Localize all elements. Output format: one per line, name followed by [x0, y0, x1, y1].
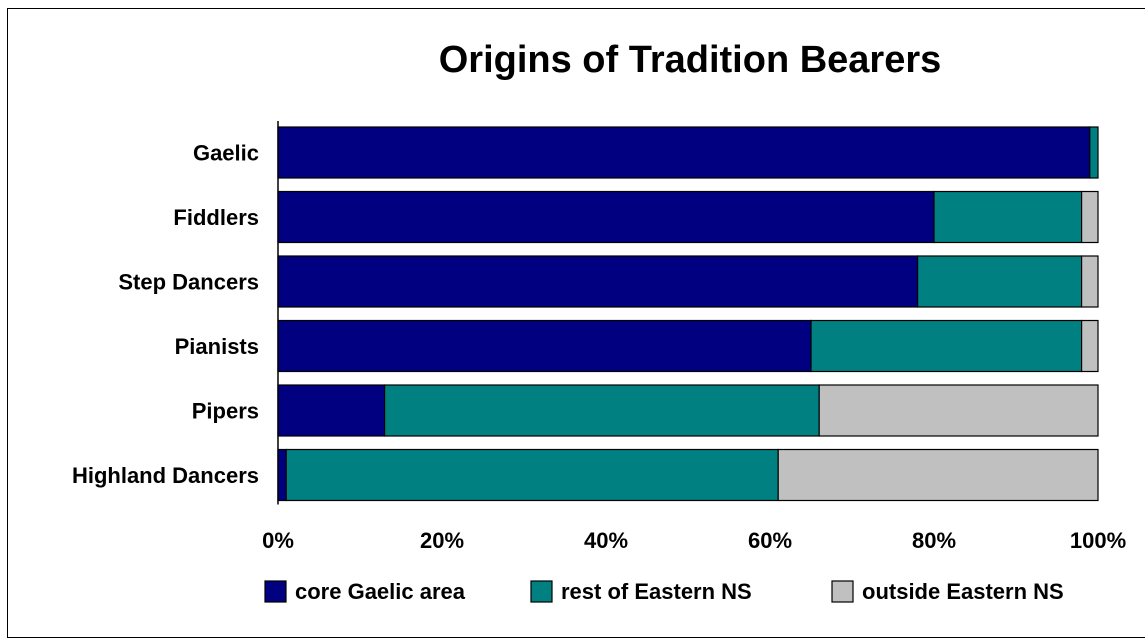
x-tick-label: 40% [584, 528, 628, 553]
category-label-pipers: Pipers [192, 399, 259, 424]
category-label-pianists: Pianists [175, 334, 259, 359]
bar-step-dancers-core-gaelic-area [277, 255, 919, 308]
bar-fiddlers-rest-of-eastern-ns [933, 190, 1083, 244]
legend-swatch-outside-eastern-ns [831, 580, 854, 603]
category-label-fiddlers: Fiddlers [173, 205, 259, 230]
x-tick-label: 100% [1070, 528, 1126, 553]
bar-pianists-rest-of-eastern-ns [810, 319, 1083, 373]
legend-label-rest-of-eastern-ns: rest of Eastern NS [561, 579, 752, 604]
bar-highland-dancers-core-gaelic-area [277, 448, 287, 502]
category-label-gaelic: Gaelic [193, 141, 259, 166]
bar-pipers-rest-of-eastern-ns [384, 384, 820, 437]
plot-area: Gaelic Fiddlers Step Dancers Pianists Pipers… [72, 121, 1126, 553]
x-tick-label: 20% [420, 528, 464, 553]
bar-highland-dancers-rest-of-eastern-ns [285, 448, 779, 502]
bar-pianists-outside-eastern-ns [1080, 319, 1099, 373]
legend-label-core-gaelic-area: core Gaelic area [295, 579, 466, 604]
chart-title: Origins of Tradition Bearers [439, 39, 942, 81]
bar-step-dancers-rest-of-eastern-ns [916, 255, 1083, 308]
bar-fiddlers-outside-eastern-ns [1080, 190, 1099, 244]
category-label-highland-dancers: Highland Dancers [72, 463, 259, 488]
bar-fiddlers-core-gaelic-area [277, 190, 935, 244]
bar-step-dancers-outside-eastern-ns [1080, 255, 1099, 308]
x-tick-label: 0% [262, 528, 294, 553]
legend-swatch-rest-of-eastern-ns [530, 580, 553, 603]
legend-label-outside-eastern-ns: outside Eastern NS [862, 579, 1064, 604]
bar-pianists-core-gaelic-area [277, 319, 812, 373]
bar-highland-dancers-outside-eastern-ns [777, 448, 1099, 502]
legend-swatch-core-gaelic-area [264, 580, 287, 603]
bar-pipers-core-gaelic-area [277, 384, 386, 437]
category-label-step-dancers: Step Dancers [118, 270, 259, 295]
bar-gaelic-rest-of-eastern-ns [1089, 126, 1099, 179]
bar-pipers-outside-eastern-ns [818, 384, 1099, 437]
x-tick-label: 60% [748, 528, 792, 553]
legend: core Gaelic area rest of Eastern NS outsid… [264, 579, 1064, 604]
x-tick-label: 80% [912, 528, 956, 553]
bar-gaelic-core-gaelic-area [277, 126, 1091, 179]
